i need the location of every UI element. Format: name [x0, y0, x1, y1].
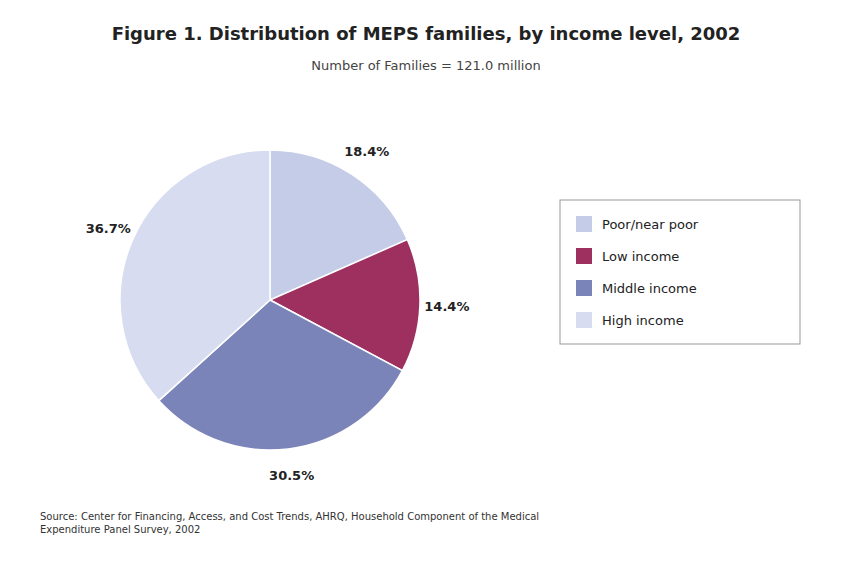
legend-swatch — [576, 248, 592, 264]
legend-label: Middle income — [602, 281, 697, 296]
legend-item: Poor/near poor — [576, 216, 699, 232]
annotation-line: Expenditure Panel Survey, 2002 — [40, 524, 200, 535]
data-label: 18.4% — [344, 144, 389, 159]
legend-item: Middle income — [576, 280, 697, 296]
annotation-line: Source: Center for Financing, Access, an… — [40, 511, 539, 522]
legend-item: High income — [576, 312, 684, 328]
legend-item: Low income — [576, 248, 679, 264]
subtitle: Number of Families = 121.0 million — [311, 58, 540, 73]
legend-label: High income — [602, 313, 684, 328]
title: Figure 1. Distribution of MEPS families,… — [112, 23, 741, 44]
legend: Poor/near poor Low income Middle income Hig… — [560, 200, 800, 344]
data-labels: 18.4% 14.4% 30.5% 36.7% — [86, 144, 470, 483]
pie — [120, 150, 420, 450]
slice — [120, 150, 270, 401]
chart: Figure 1. Distribution of MEPS families,… — [0, 0, 852, 576]
data-label: 36.7% — [86, 221, 131, 236]
legend-frame — [560, 200, 800, 344]
legend-label: Low income — [602, 249, 679, 264]
legend-swatch — [576, 312, 592, 328]
legend-swatch — [576, 216, 592, 232]
data-label: 30.5% — [269, 468, 314, 483]
legend-swatch — [576, 280, 592, 296]
legend-label: Poor/near poor — [602, 217, 699, 232]
annotation: Source: Center for Financing, Access, an… — [40, 511, 539, 535]
data-label: 14.4% — [424, 299, 469, 314]
